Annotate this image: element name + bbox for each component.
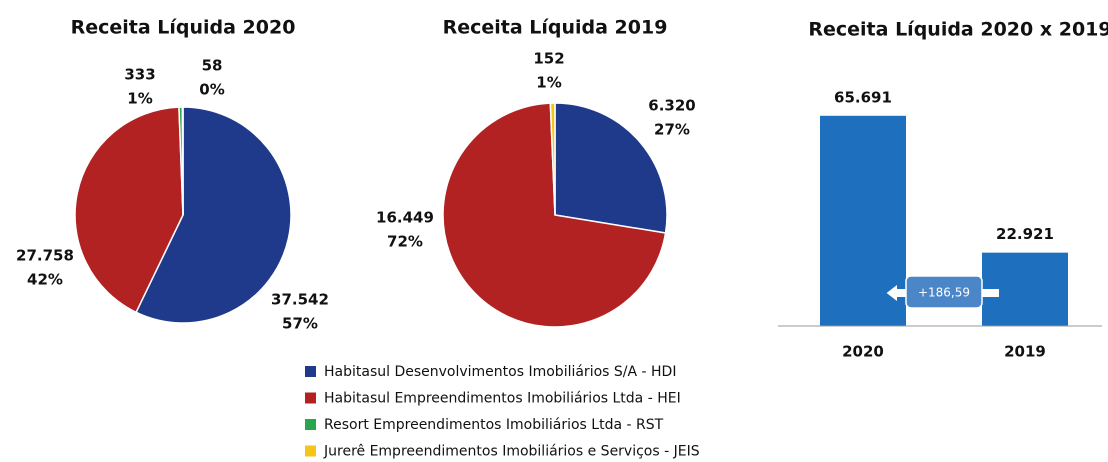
value-label: 16.449 [376,209,434,227]
value-label: 22.921 [996,225,1054,243]
chart-title: Receita Líquida 2020 [71,17,296,39]
legend-swatch [305,392,316,404]
chart-title: Receita Líquida 2019 [443,17,668,39]
percent-label: 42% [27,271,63,289]
legend-label: Habitasul Empreendimentos Imobiliários L… [324,391,681,407]
percent-label: 1% [127,90,152,108]
value-label: 65.691 [834,88,892,106]
chart-title: Receita Líquida 2020 x 2019 [808,19,1108,41]
legend-label: Habitasul Desenvolvimentos Imobiliários … [324,364,676,380]
pie-slice [181,106,184,216]
legend-swatch [305,419,316,430]
pie-slice [74,106,184,314]
percent-label: 1% [536,74,561,92]
value-label: 37.542 [271,291,329,309]
legend-label: Resort Empreendimentos Imobiliários Ltda… [324,417,664,433]
value-label: 6.320 [648,97,695,115]
annotation: +186,59 [918,286,970,300]
pie-slice [135,106,292,324]
percent-label: 0% [199,81,224,99]
pie-slice [549,102,556,216]
value-label: 152 [533,50,564,68]
pie-slice [442,102,667,328]
percent-label: 57% [282,315,318,333]
value-label: 27.758 [16,247,74,265]
annotation-box [905,275,983,309]
value-label: 58 [202,57,223,75]
x-tick-label: 2020 [842,343,884,361]
percent-label: 27% [654,121,690,139]
legend-swatch [305,445,316,457]
legend-label: Jurerê Empreendimentos Imobiliários e Se… [323,444,700,460]
legend-swatch [305,366,316,377]
x-tick-label: 2019 [1004,343,1046,361]
percent-label: 72% [387,233,423,251]
value-label: 333 [124,66,155,84]
pie-slice [554,102,668,234]
